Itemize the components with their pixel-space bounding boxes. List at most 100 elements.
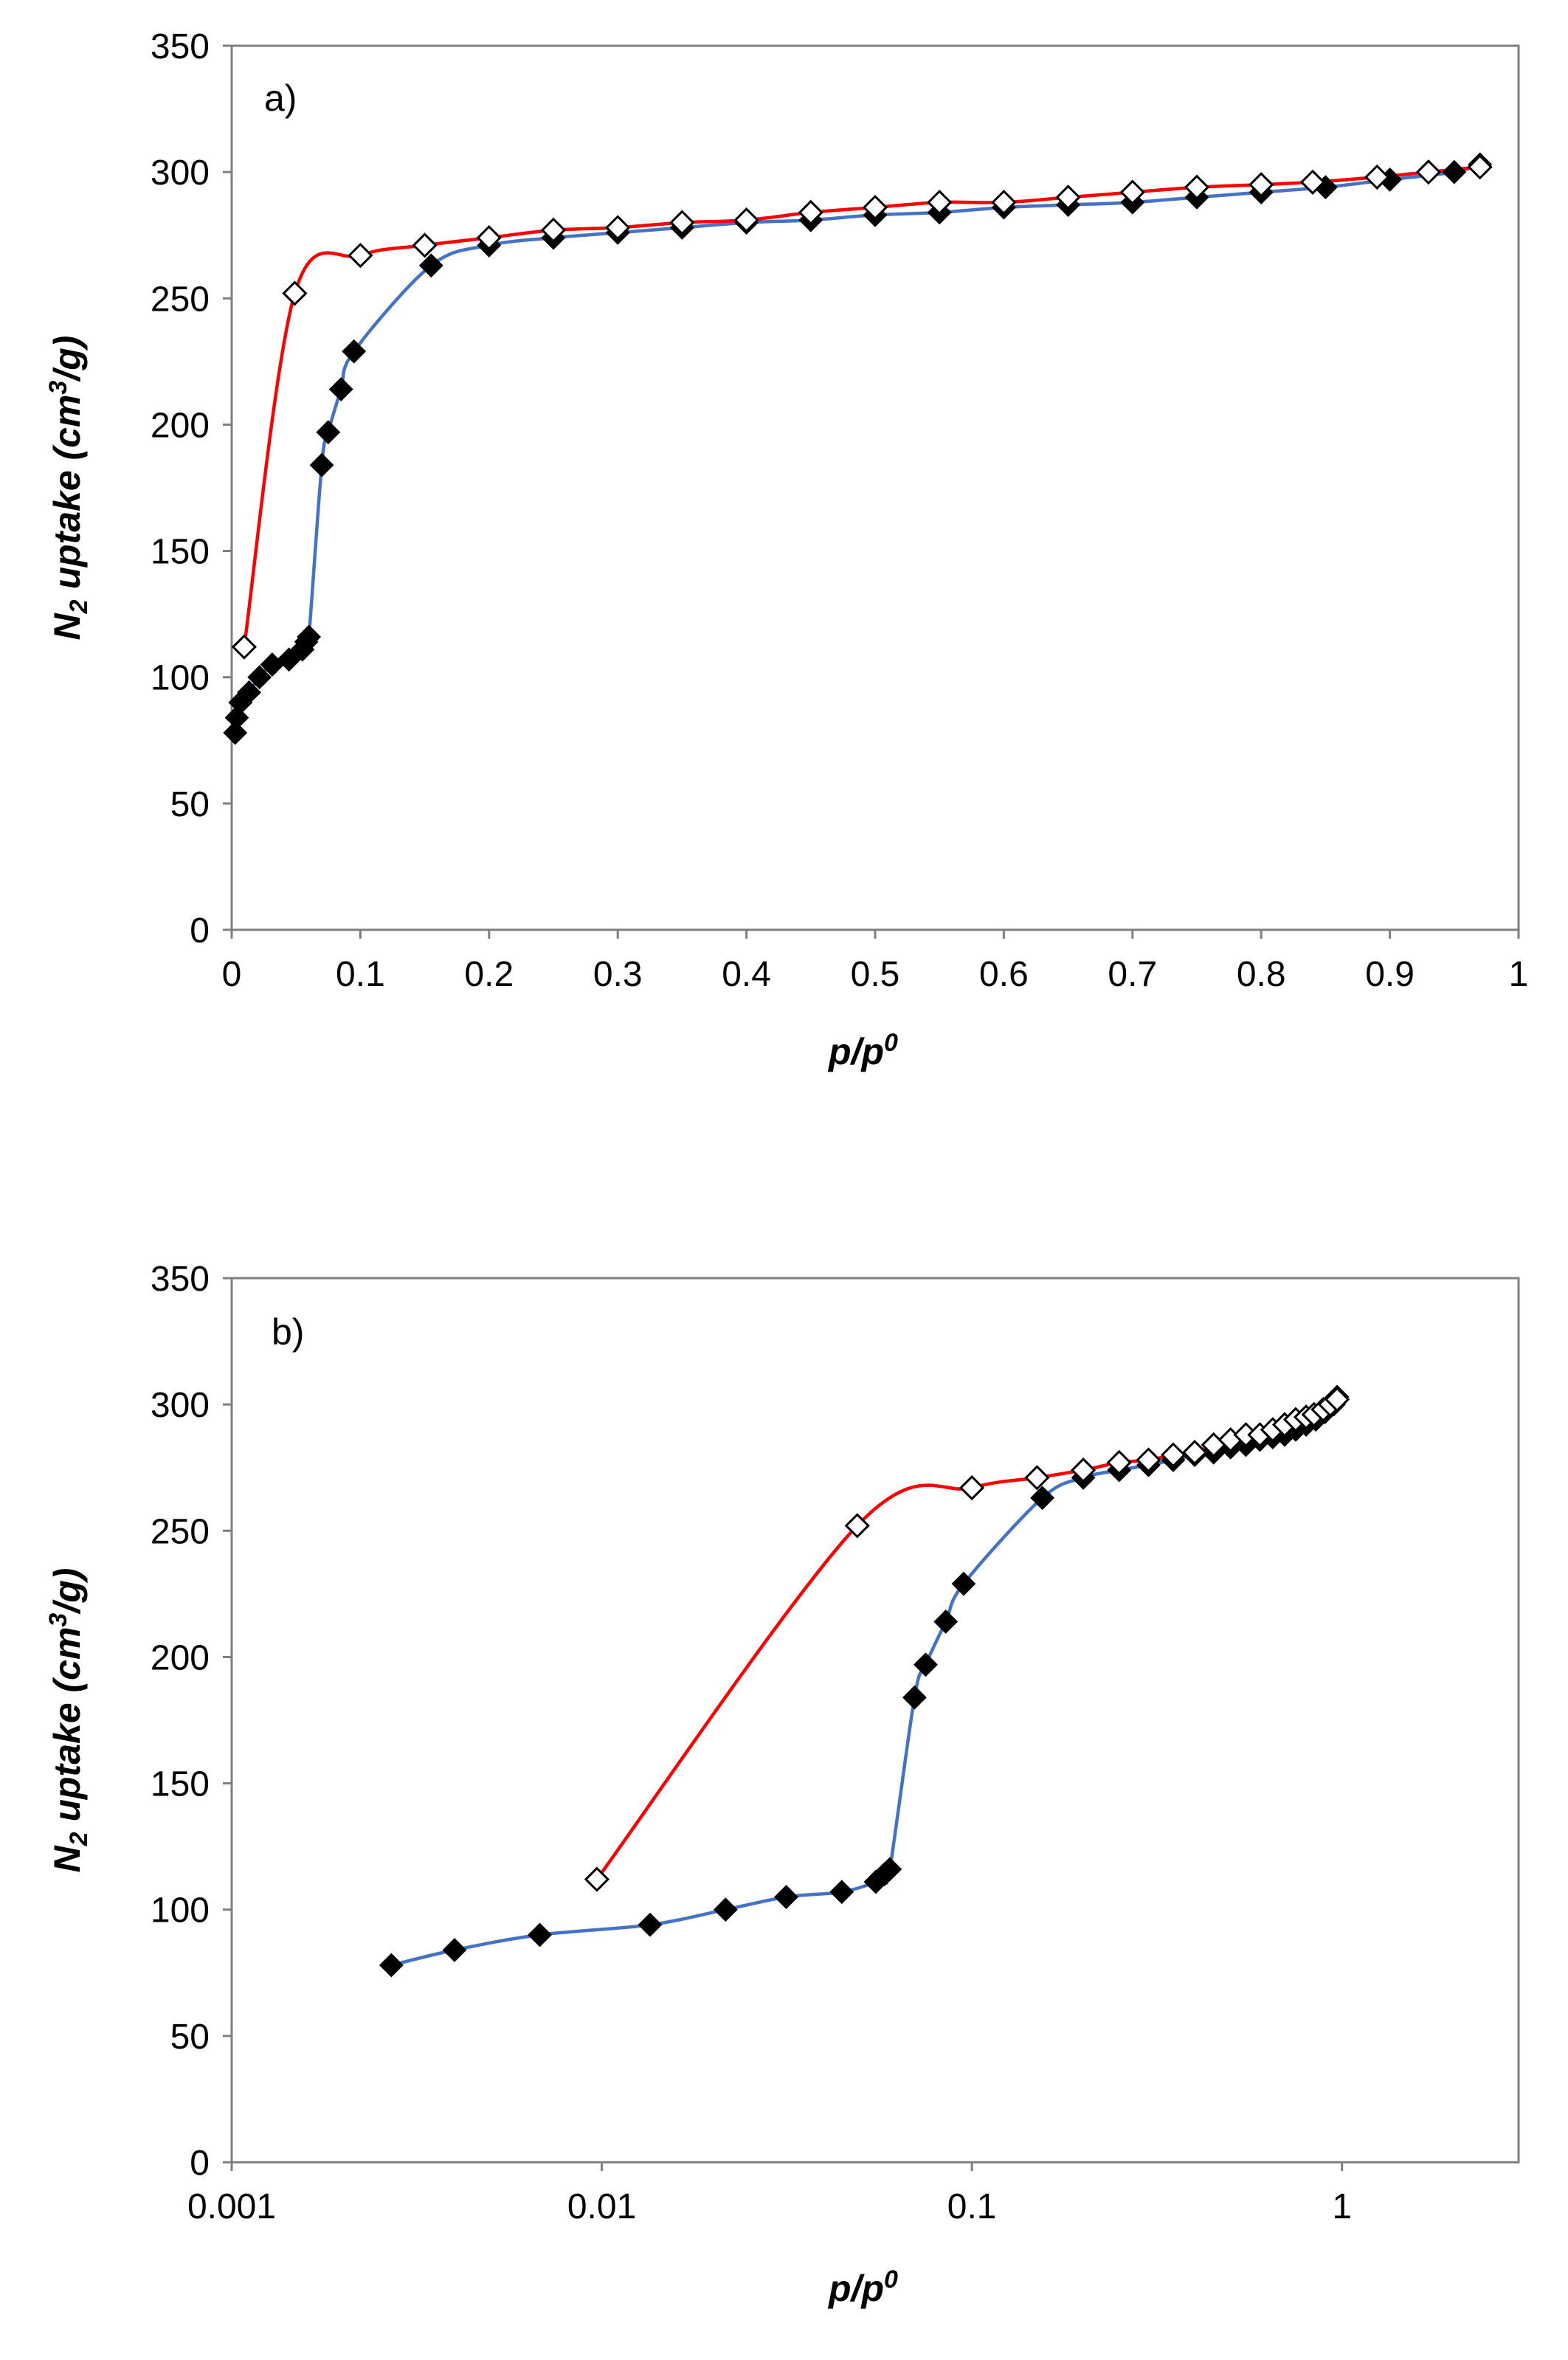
- panel-b-desorption-point: [1136, 1447, 1161, 1473]
- panel-a-adsorption-point: [309, 452, 334, 477]
- panel-a-desorption-point: [991, 190, 1017, 215]
- panel-a-adsorption-point: [247, 665, 272, 690]
- panel-b-adsorption-point: [913, 1652, 938, 1677]
- panel-a-desorption-point: [798, 199, 823, 226]
- panel-b-x-tick-label: 0.01: [567, 2187, 636, 2226]
- panel-a-x-tick-label: 0.7: [1108, 955, 1157, 994]
- panel-b-y-tick-label: 150: [151, 1765, 210, 1804]
- panel-b-series: [379, 1384, 1350, 1978]
- panel-b-desorption-point: [959, 1474, 985, 1501]
- panel-a-x-tick-label: 0.8: [1237, 955, 1286, 994]
- panel-a-y-tick-label: 150: [151, 533, 210, 572]
- panel-b-ticks: 0 50 100 150 200 250 300 350 0.001 0.01 0.1 1: [151, 1260, 1352, 2226]
- panel-a-desorption-point: [412, 232, 438, 258]
- panel-a-adsorption-point: [418, 253, 443, 278]
- panel-b-adsorption-point: [902, 1685, 927, 1710]
- panel-b-adsorption-point: [774, 1885, 798, 1910]
- panel-b-desorption-point: [844, 1513, 870, 1539]
- panel-b-desorption-point: [1324, 1387, 1350, 1412]
- panel-a-y-tick-label: 250: [151, 280, 210, 319]
- panel-b-desorption-point: [1070, 1457, 1096, 1483]
- panel-a-y-tick-label: 50: [170, 785, 210, 824]
- panel-a-x-tick-label: 0.9: [1365, 955, 1415, 994]
- panel-a-desorption-point: [927, 190, 953, 215]
- panel-a-desorption-point: [1119, 179, 1145, 205]
- panel-b-x-tick-label: 0.1: [947, 2187, 997, 2226]
- panel-a-desorption-point: [282, 280, 308, 306]
- panel-b: b) N2 uptake (cm3/g) p/p0 0 50 100 150 200 25…: [44, 1260, 1520, 2309]
- panel-b-desorption-curve: [595, 1398, 1339, 1881]
- panel-b-y-tick-label: 50: [170, 2018, 210, 2057]
- panel-b-desorption-point: [1106, 1449, 1132, 1475]
- panel-a-series: [223, 152, 1493, 745]
- panel-b-adsorption-point: [829, 1880, 854, 1905]
- panel-a-adsorption-point: [328, 377, 353, 401]
- panel-b-y-tick-label: 100: [151, 1891, 210, 1931]
- panel-a-desorption-point: [1415, 159, 1442, 185]
- panel-a-desorption-point: [669, 210, 695, 235]
- panel-a-y-axis-label: N2 uptake (cm3/g): [44, 336, 93, 641]
- panel-b-desorption-point: [584, 1866, 610, 1892]
- panel-a: a) N2 uptake (cm3/g) p/p0 0 50 100 150 200 25…: [44, 27, 1528, 1072]
- panel-b-adsorption-point: [638, 1912, 663, 1937]
- panel-b-y-tick-label: 200: [151, 1638, 210, 1677]
- panel-a-x-tick-label: 0.3: [593, 955, 643, 994]
- panel-a-x-tick-label: 0.4: [722, 955, 771, 994]
- panel-a-desorption-point: [348, 242, 373, 269]
- panel-b-adsorption-point: [713, 1897, 738, 1922]
- panel-b-adsorption-point: [528, 1922, 552, 1947]
- panel-a-adsorption-point: [277, 647, 302, 672]
- panel-a-desorption-point: [1248, 172, 1274, 198]
- panel-a-adsorption-point: [342, 339, 367, 364]
- panel-a-x-tick-label: 0.5: [851, 955, 900, 994]
- panel-b-y-tick-label: 250: [151, 1512, 210, 1551]
- panel-b-desorption-point: [1160, 1442, 1187, 1468]
- panel-b-adsorption-point: [442, 1938, 467, 1962]
- panel-a-desorption-point: [1299, 169, 1326, 195]
- panel-a-desorption-point: [1467, 154, 1493, 180]
- panel-b-adsorption-point: [951, 1571, 976, 1596]
- panel-a-desorption-point: [1184, 174, 1210, 200]
- panel-b-plot-frame: [230, 1277, 1520, 2164]
- panel-b-desorption-point: [1024, 1465, 1050, 1491]
- panel-b-adsorption-curve: [390, 1395, 1339, 1967]
- panel-b-desorption-point: [1181, 1440, 1208, 1466]
- panel-b-y-tick-label: 300: [151, 1386, 210, 1425]
- panel-a-y-tick-label: 350: [151, 27, 210, 66]
- panel-a-adsorption-point: [223, 720, 248, 745]
- panel-a-x-tick-label: 0: [222, 955, 242, 994]
- panel-a-x-tick-label: 1: [1509, 955, 1529, 994]
- panel-b-adsorption-point: [933, 1609, 959, 1634]
- panel-a-desorption-point: [1055, 184, 1081, 210]
- panel-b-label: b): [272, 1311, 304, 1353]
- panel-a-x-axis-label: p/p0: [827, 1029, 898, 1072]
- panel-b-y-axis-label: N2 uptake (cm3/g): [44, 1568, 93, 1873]
- panel-a-desorption-point: [605, 215, 631, 241]
- panel-a-desorption-point: [733, 207, 759, 233]
- panel-a-y-tick-label: 200: [151, 406, 210, 445]
- panel-a-y-tick-label: 0: [190, 911, 210, 950]
- panel-a-adsorption-point: [297, 624, 322, 649]
- panel-a-x-tick-label: 0.2: [464, 955, 514, 994]
- panel-b-adsorption-point: [1030, 1486, 1055, 1511]
- panel-a-x-tick-label: 0.1: [336, 955, 385, 994]
- panel-b-x-tick-label: 1: [1332, 2187, 1352, 2226]
- panel-b-x-axis-label: p/p0: [827, 2266, 898, 2309]
- panel-b-y-tick-label: 0: [190, 2144, 210, 2183]
- panel-a-desorption-point: [476, 225, 502, 251]
- panel-a-desorption-point: [231, 634, 258, 660]
- panel-b-y-tick-label: 350: [151, 1260, 210, 1299]
- panel-a-desorption-point: [540, 217, 567, 243]
- panel-a-y-tick-label: 100: [151, 659, 210, 698]
- panel-a-label: a): [264, 77, 297, 119]
- panel-a-adsorption-point: [1442, 159, 1467, 184]
- panel-b-adsorption-point: [877, 1857, 902, 1882]
- panel-a-adsorption-point: [237, 680, 261, 705]
- panel-a-y-tick-label: 300: [151, 153, 210, 193]
- panel-a-x-tick-label: 0.6: [979, 955, 1029, 994]
- panel-a-adsorption-point: [316, 420, 341, 445]
- panel-a-desorption-point: [1364, 164, 1390, 190]
- panel-a-ticks: 0 50 100 150 200 250 300 350 0 0.1 0.2 0.3 0.4 0.5 0.6…: [151, 27, 1528, 994]
